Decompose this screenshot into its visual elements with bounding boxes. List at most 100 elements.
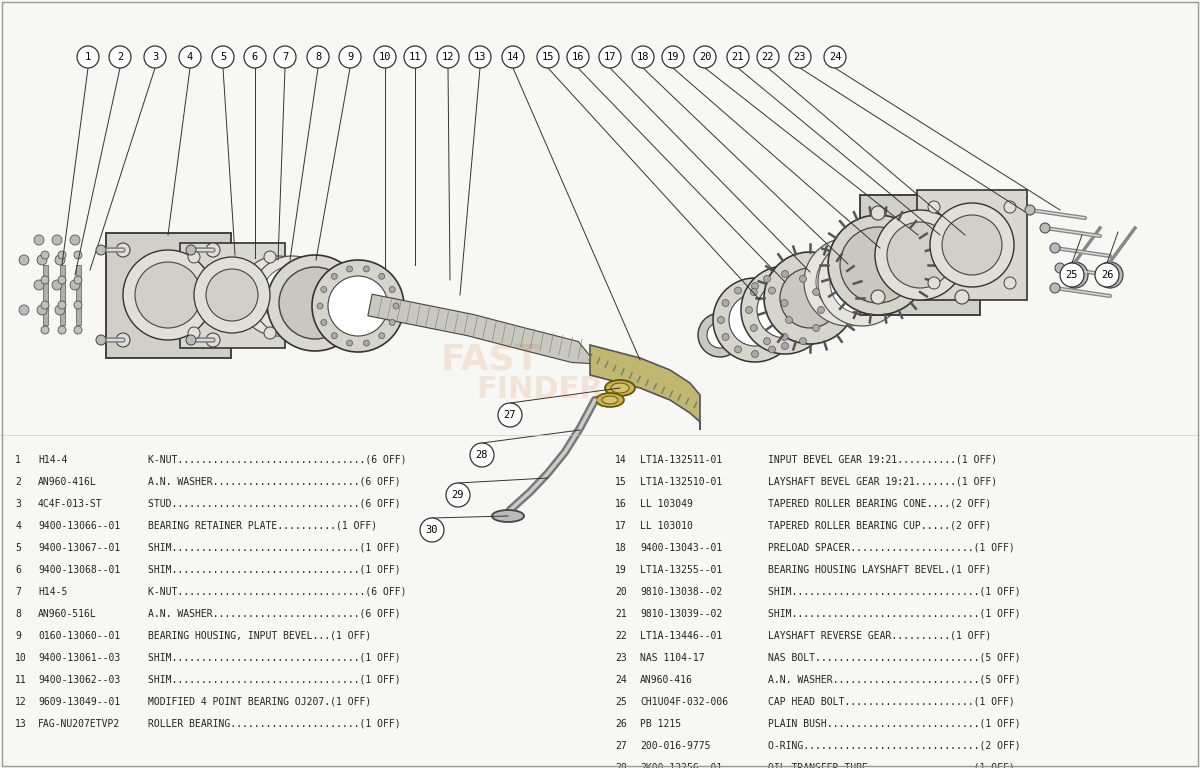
Text: LT1A-13446--01: LT1A-13446--01 xyxy=(640,631,722,641)
Text: 5: 5 xyxy=(220,52,226,62)
Text: 24: 24 xyxy=(829,52,841,62)
Text: 4C4F-013-ST: 4C4F-013-ST xyxy=(38,499,103,509)
Text: 1: 1 xyxy=(14,455,20,465)
Circle shape xyxy=(374,46,396,68)
Text: 8: 8 xyxy=(314,52,322,62)
Text: AN960-416: AN960-416 xyxy=(640,675,692,685)
Circle shape xyxy=(790,46,811,68)
Circle shape xyxy=(1040,223,1050,233)
Circle shape xyxy=(1004,277,1016,289)
Circle shape xyxy=(394,303,398,309)
Text: 0160-13060--01: 0160-13060--01 xyxy=(38,631,120,641)
Text: 12: 12 xyxy=(442,52,455,62)
Circle shape xyxy=(812,325,820,332)
Circle shape xyxy=(734,346,742,353)
Circle shape xyxy=(470,443,494,467)
Circle shape xyxy=(955,290,970,304)
Text: SHIM................................(1 OFF): SHIM................................(1 O… xyxy=(148,653,401,663)
Circle shape xyxy=(928,201,940,213)
Text: LL 103049: LL 103049 xyxy=(640,499,692,509)
Ellipse shape xyxy=(816,250,880,314)
Ellipse shape xyxy=(730,294,781,346)
Circle shape xyxy=(1055,263,1066,273)
Text: A.N. WASHER.........................(6 OFF): A.N. WASHER.........................(6 O… xyxy=(148,609,401,619)
Ellipse shape xyxy=(596,393,624,407)
Text: K-NUT................................(6 OFF): K-NUT................................(6 … xyxy=(148,587,407,597)
Ellipse shape xyxy=(818,238,906,326)
Ellipse shape xyxy=(328,276,388,336)
Text: FINDER: FINDER xyxy=(476,376,604,405)
Circle shape xyxy=(179,46,202,68)
Circle shape xyxy=(144,46,166,68)
Text: 23: 23 xyxy=(616,653,626,663)
Text: 15: 15 xyxy=(541,52,554,62)
Text: SHIM................................(1 OFF): SHIM................................(1 O… xyxy=(148,565,401,575)
Text: SHIM................................(1 OFF): SHIM................................(1 O… xyxy=(148,543,401,553)
Circle shape xyxy=(188,327,200,339)
Text: O-RING..............................(2 OFF): O-RING..............................(2 O… xyxy=(768,741,1021,751)
Text: 26: 26 xyxy=(616,719,626,729)
Ellipse shape xyxy=(252,256,332,336)
Circle shape xyxy=(307,46,329,68)
Text: 15: 15 xyxy=(616,477,626,487)
Ellipse shape xyxy=(206,269,258,321)
Text: AN960-516L: AN960-516L xyxy=(38,609,97,619)
Text: MODIFIED 4 POINT BEARING OJ207.(1 OFF): MODIFIED 4 POINT BEARING OJ207.(1 OFF) xyxy=(148,697,371,707)
Ellipse shape xyxy=(1097,262,1123,288)
Circle shape xyxy=(41,276,49,284)
Circle shape xyxy=(347,266,353,272)
Text: 9400-13068--01: 9400-13068--01 xyxy=(38,565,120,575)
Ellipse shape xyxy=(942,215,1002,275)
Circle shape xyxy=(824,46,846,68)
Circle shape xyxy=(751,283,758,290)
Polygon shape xyxy=(860,195,980,315)
Circle shape xyxy=(763,338,770,345)
Circle shape xyxy=(763,275,770,283)
Text: 27: 27 xyxy=(616,741,626,751)
Circle shape xyxy=(799,338,806,345)
Ellipse shape xyxy=(124,250,214,340)
Text: 26: 26 xyxy=(1100,270,1114,280)
Circle shape xyxy=(1004,201,1016,213)
Circle shape xyxy=(751,350,758,357)
Ellipse shape xyxy=(887,222,953,288)
Circle shape xyxy=(331,333,337,339)
Circle shape xyxy=(96,245,106,255)
Text: 16: 16 xyxy=(616,499,626,509)
Text: 2: 2 xyxy=(14,477,20,487)
Text: 29: 29 xyxy=(451,490,464,500)
Text: 22: 22 xyxy=(616,631,626,641)
Ellipse shape xyxy=(698,313,742,357)
Ellipse shape xyxy=(930,203,1014,287)
Circle shape xyxy=(70,235,80,245)
Circle shape xyxy=(96,335,106,345)
Ellipse shape xyxy=(707,322,733,348)
Circle shape xyxy=(41,251,49,259)
Circle shape xyxy=(320,286,326,293)
Circle shape xyxy=(498,403,522,427)
Circle shape xyxy=(379,273,385,280)
Circle shape xyxy=(786,316,792,323)
Circle shape xyxy=(662,46,684,68)
Circle shape xyxy=(750,289,757,296)
Circle shape xyxy=(186,335,196,345)
Text: H14-5: H14-5 xyxy=(38,587,67,597)
Polygon shape xyxy=(42,265,48,325)
Text: 20: 20 xyxy=(616,587,626,597)
Circle shape xyxy=(871,290,886,304)
Circle shape xyxy=(58,251,66,259)
Text: FAG-NU207ETVP2: FAG-NU207ETVP2 xyxy=(38,719,120,729)
Text: 16: 16 xyxy=(571,52,584,62)
Text: 9400-13061--03: 9400-13061--03 xyxy=(38,653,120,663)
Circle shape xyxy=(52,280,62,290)
Ellipse shape xyxy=(1062,262,1088,288)
Ellipse shape xyxy=(312,260,404,352)
Text: 9400-13062--03: 9400-13062--03 xyxy=(38,675,120,685)
Circle shape xyxy=(188,251,200,263)
Circle shape xyxy=(750,325,757,332)
Polygon shape xyxy=(106,233,230,357)
Text: 17: 17 xyxy=(616,521,626,531)
Text: 21: 21 xyxy=(732,52,744,62)
Circle shape xyxy=(955,206,970,220)
Text: 8: 8 xyxy=(14,609,20,619)
